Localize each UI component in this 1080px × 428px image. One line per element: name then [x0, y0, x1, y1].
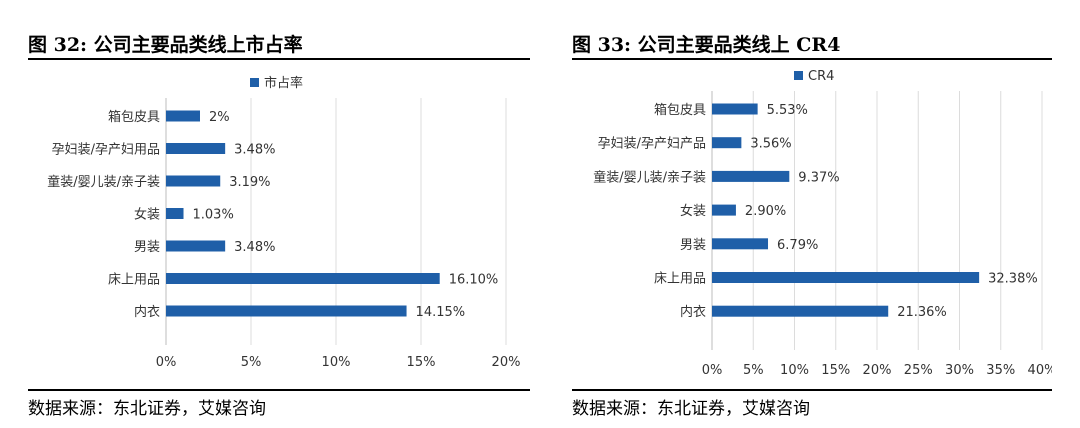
data-label: 3.48%	[234, 240, 275, 255]
cr4-bar-chart: 0% 5% 10% 15% 20% 25% 30% 35% 40% CR4 箱包皮具 5.53% 孕妇装…	[593, 69, 1052, 378]
category-label: 孕妇装/孕产妇用品	[52, 142, 160, 158]
data-label: 5.53%	[767, 103, 808, 118]
data-label: 1.03%	[193, 208, 234, 223]
x-tick-label: 15%	[821, 363, 850, 378]
x-tick-label: 0%	[156, 355, 177, 370]
data-label: 3.19%	[229, 175, 270, 190]
figure-33-panel: 图 33: 公司主要品类线上 CR4 0% 5% 10% 15% 20% 25% 30% 35…	[572, 0, 1052, 428]
category-label: 男装	[680, 238, 706, 253]
x-tick-label: 0%	[702, 363, 723, 378]
data-label: 2.90%	[745, 204, 786, 219]
data-label: 9.37%	[798, 170, 839, 185]
x-tick-label: 35%	[986, 363, 1015, 378]
legend-swatch	[794, 71, 803, 80]
bar	[712, 305, 889, 317]
x-tick-label: 10%	[780, 363, 809, 378]
category-label: 内衣	[680, 304, 706, 320]
data-label: 3.56%	[750, 137, 791, 152]
x-tick-label: 40%	[1028, 363, 1052, 378]
bar	[712, 272, 980, 283]
title-divider	[28, 58, 530, 60]
category-label: 女装	[680, 203, 706, 219]
x-tick-label: 20%	[863, 363, 892, 378]
bar	[712, 137, 742, 149]
category-label: 男装	[134, 240, 160, 255]
legend-label: CR4	[808, 69, 834, 84]
title-divider	[572, 58, 1052, 60]
data-label: 32.38%	[988, 272, 1038, 287]
bar	[712, 170, 790, 182]
figure-title: 图 33: 公司主要品类线上 CR4	[572, 34, 841, 56]
data-label: 21.36%	[897, 305, 947, 320]
data-label: 6.79%	[777, 238, 818, 253]
source-divider	[572, 389, 1052, 391]
category-label: 箱包皮具	[108, 109, 160, 125]
bar	[166, 175, 221, 187]
category-label: 床上用品	[108, 273, 160, 288]
x-tick-label: 10%	[322, 355, 351, 370]
x-tick-label: 30%	[945, 363, 974, 378]
bar	[712, 204, 736, 216]
source-note: 数据来源：东北证券，艾媒咨询	[28, 399, 266, 419]
category-label: 孕妇装/孕产妇产品	[598, 136, 706, 152]
category-label: 童装/婴儿装/亲子装	[593, 169, 706, 185]
x-tick-label: 25%	[904, 363, 933, 378]
bar	[166, 143, 226, 154]
figure-title: 图 32: 公司主要品类线上市占率	[28, 34, 303, 56]
bar	[712, 238, 769, 250]
source-note: 数据来源：东北证券，艾媒咨询	[572, 399, 810, 419]
bar	[712, 103, 758, 115]
category-label: 箱包皮具	[654, 102, 706, 118]
bar	[166, 305, 407, 317]
legend-label: 市占率	[264, 75, 303, 91]
data-label: 3.48%	[234, 143, 275, 158]
x-tick-label: 15%	[407, 355, 436, 370]
bar	[166, 110, 200, 122]
x-tick-label: 20%	[492, 355, 521, 370]
bar	[166, 208, 184, 219]
data-label: 16.10%	[449, 273, 499, 288]
legend-swatch	[250, 78, 259, 87]
category-label: 女装	[134, 207, 160, 223]
x-tick-label: 5%	[241, 355, 262, 370]
bar	[166, 273, 440, 284]
figure-32-panel: 图 32: 公司主要品类线上市占率 0% 5% 10% 15% 20% 市占率箱包皮具 2%…	[28, 0, 530, 428]
source-divider	[28, 389, 530, 391]
data-label: 2%	[209, 110, 230, 125]
x-tick-label: 5%	[743, 363, 764, 378]
category-label: 床上用品	[654, 272, 706, 287]
category-label: 童装/婴儿装/亲子装	[47, 174, 160, 190]
bar	[166, 240, 226, 252]
data-label: 14.15%	[416, 305, 466, 320]
category-label: 内衣	[134, 304, 160, 320]
